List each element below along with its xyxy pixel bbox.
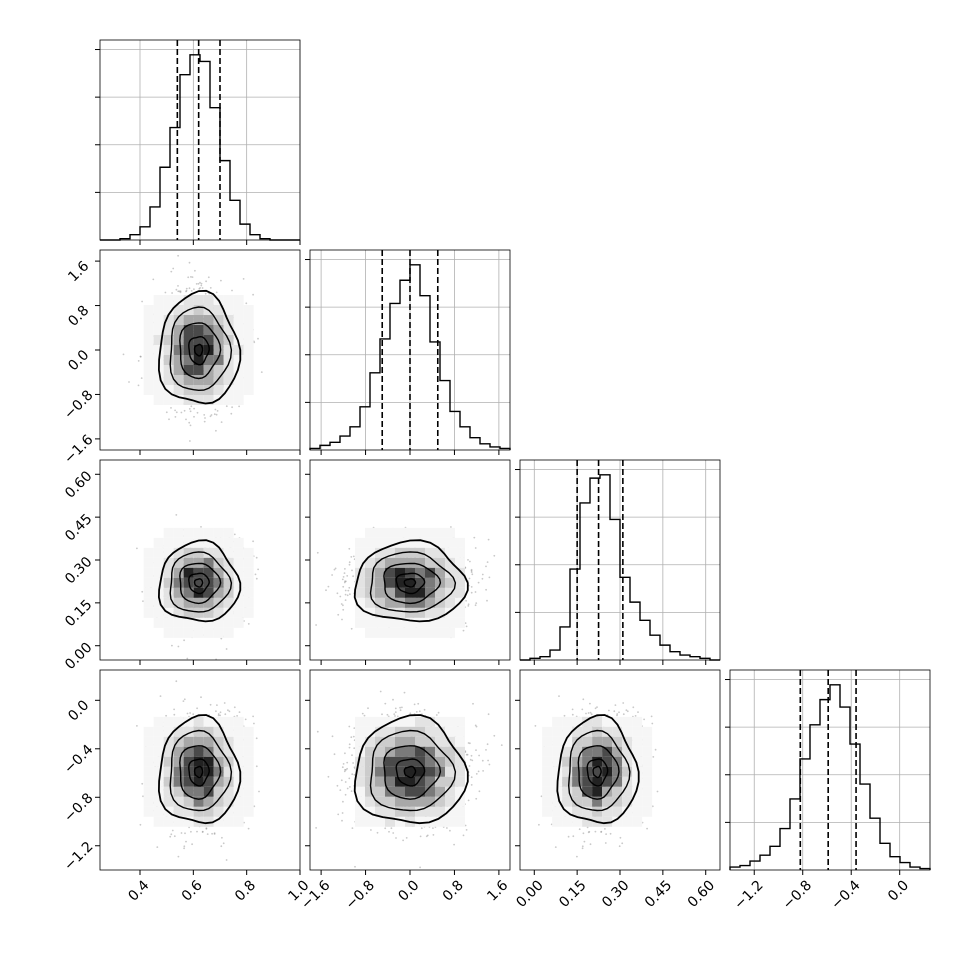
panel-frame [99, 39, 301, 241]
panel-frame [519, 669, 721, 871]
y-tick-label: 0.30 [62, 554, 95, 587]
y-tick-label: 0.00 [62, 640, 95, 673]
contour-line [369, 729, 457, 812]
x-tick-label: −0.4 [828, 877, 863, 912]
density-panel-0-2 [95, 459, 301, 665]
y-tick-label: −0.8 [61, 387, 96, 422]
contour-line [577, 745, 620, 800]
y-tick-label: 0.15 [62, 597, 95, 630]
y-tick-label: 0.0 [65, 347, 92, 374]
contour-line [403, 765, 417, 779]
density-panel-1-3 [305, 669, 511, 875]
y-tick-label: −0.8 [61, 790, 96, 825]
panel-frame [309, 459, 511, 661]
contour-line [592, 765, 602, 779]
density-panel-1-2 [305, 459, 511, 665]
x-tick-label: 0.30 [599, 877, 632, 910]
contour-line [383, 745, 442, 800]
x-tick-label: 0.6 [179, 877, 206, 904]
panel-frame [99, 669, 301, 871]
y-tick-label: 0.60 [62, 468, 95, 501]
x-tick-label: 0.45 [642, 877, 675, 910]
contour-line [169, 729, 233, 812]
x-tick-label: 0.15 [556, 877, 589, 910]
contour-line [353, 714, 469, 825]
histogram-panel-0 [95, 39, 301, 241]
y-tick-label: −0.4 [61, 742, 96, 777]
panel-frame [309, 669, 511, 871]
contour-line [179, 322, 222, 380]
x-tick-label: 0.0 [885, 877, 912, 904]
panel-frame [729, 669, 931, 871]
density-panel-0-3 [95, 669, 301, 875]
contour-line [188, 572, 210, 595]
contour-line [157, 539, 242, 623]
y-tick-label: 0.45 [62, 511, 95, 544]
panel-frame [99, 249, 301, 451]
histogram-panel-2 [515, 459, 721, 661]
contour-line [383, 562, 442, 605]
contour-line [179, 562, 222, 605]
x-tick-label: 0.8 [440, 877, 467, 904]
y-tick-label: 0.0 [65, 697, 92, 724]
y-tick-label: −1.2 [61, 839, 96, 874]
histogram-bars [520, 474, 720, 661]
x-tick-label: 0.60 [685, 877, 718, 910]
x-tick-label: −0.8 [780, 877, 815, 912]
contour-line [157, 289, 242, 405]
contour-line [353, 539, 469, 623]
x-tick-label: 1.6 [484, 877, 511, 904]
panel-frame [99, 459, 301, 661]
contour-line [586, 758, 609, 787]
y-tick-label: 0.8 [65, 303, 92, 330]
contour-line [179, 745, 222, 800]
contour-line [169, 306, 233, 392]
density-panel-2-3 [515, 669, 721, 875]
x-tick-label: −1.2 [731, 877, 766, 912]
x-tick-label: 0.4 [125, 877, 152, 904]
contour-line [169, 551, 233, 613]
contour-line [369, 551, 457, 613]
y-tick-label: 1.6 [65, 258, 92, 285]
contour-line [188, 758, 210, 787]
x-tick-label: 0.00 [513, 877, 546, 910]
contour-line [567, 729, 631, 812]
histogram-panel-3 [725, 669, 931, 871]
histogram-bars [729, 684, 931, 870]
histogram-bars [100, 54, 300, 241]
histogram-panel-1 [305, 249, 511, 451]
x-tick-label: 0.0 [395, 877, 422, 904]
density-panel-0-1 [95, 249, 301, 455]
contour-line [188, 335, 210, 366]
contour-line [193, 343, 204, 357]
contour-line [193, 578, 204, 588]
contour-line [395, 572, 426, 595]
contour-line [403, 578, 417, 588]
contour-line [193, 765, 204, 779]
contour-line [395, 758, 426, 787]
x-tick-label: −0.8 [343, 877, 378, 912]
contour-line [157, 714, 242, 825]
y-tick-label: −1.6 [61, 432, 96, 467]
x-tick-label: 0.8 [232, 877, 259, 904]
contour-line [556, 714, 640, 825]
